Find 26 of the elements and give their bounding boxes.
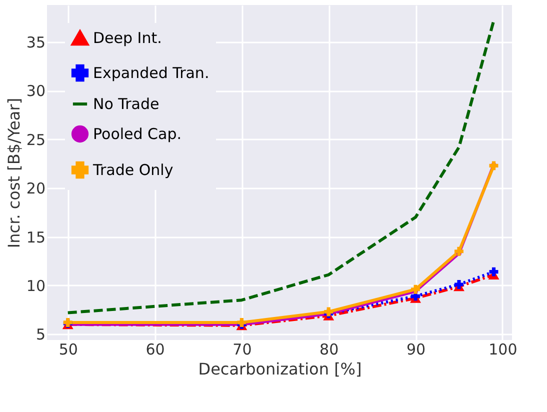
y-tick-label: 35 [26, 34, 46, 52]
x-tick-label: 70 [232, 340, 252, 358]
x-tick-label: 80 [320, 340, 339, 358]
x-tick-label: 50 [58, 340, 78, 358]
y-tick-label: 30 [26, 82, 46, 100]
legend-label: Pooled Cap. [93, 125, 182, 143]
line-series [66, 19, 496, 314]
legend-label: No Trade [93, 95, 160, 113]
point [489, 267, 498, 276]
legend-label: Deep Int. [93, 29, 162, 47]
x-tick-label: 90 [406, 340, 426, 358]
y-tick-label: 25 [26, 130, 46, 149]
legend-label: Trade Only [92, 161, 174, 179]
y-tick-label: 10 [26, 276, 46, 295]
point [411, 284, 420, 294]
point [454, 280, 464, 289]
point [489, 161, 498, 170]
y-tick-label: 20 [26, 180, 46, 198]
y-tick-label: 15 [26, 228, 46, 246]
y-tick-label: 5 [36, 326, 46, 344]
y-axis-title: Incr. cost [B$/Year] [4, 98, 24, 248]
legend-label: Expanded Tran. [93, 64, 210, 82]
x-tick-label: 100 [488, 340, 518, 358]
x-axis-title: Decarbonization [%] [198, 360, 362, 378]
x-tick-label: 60 [146, 340, 165, 358]
point [454, 246, 464, 256]
